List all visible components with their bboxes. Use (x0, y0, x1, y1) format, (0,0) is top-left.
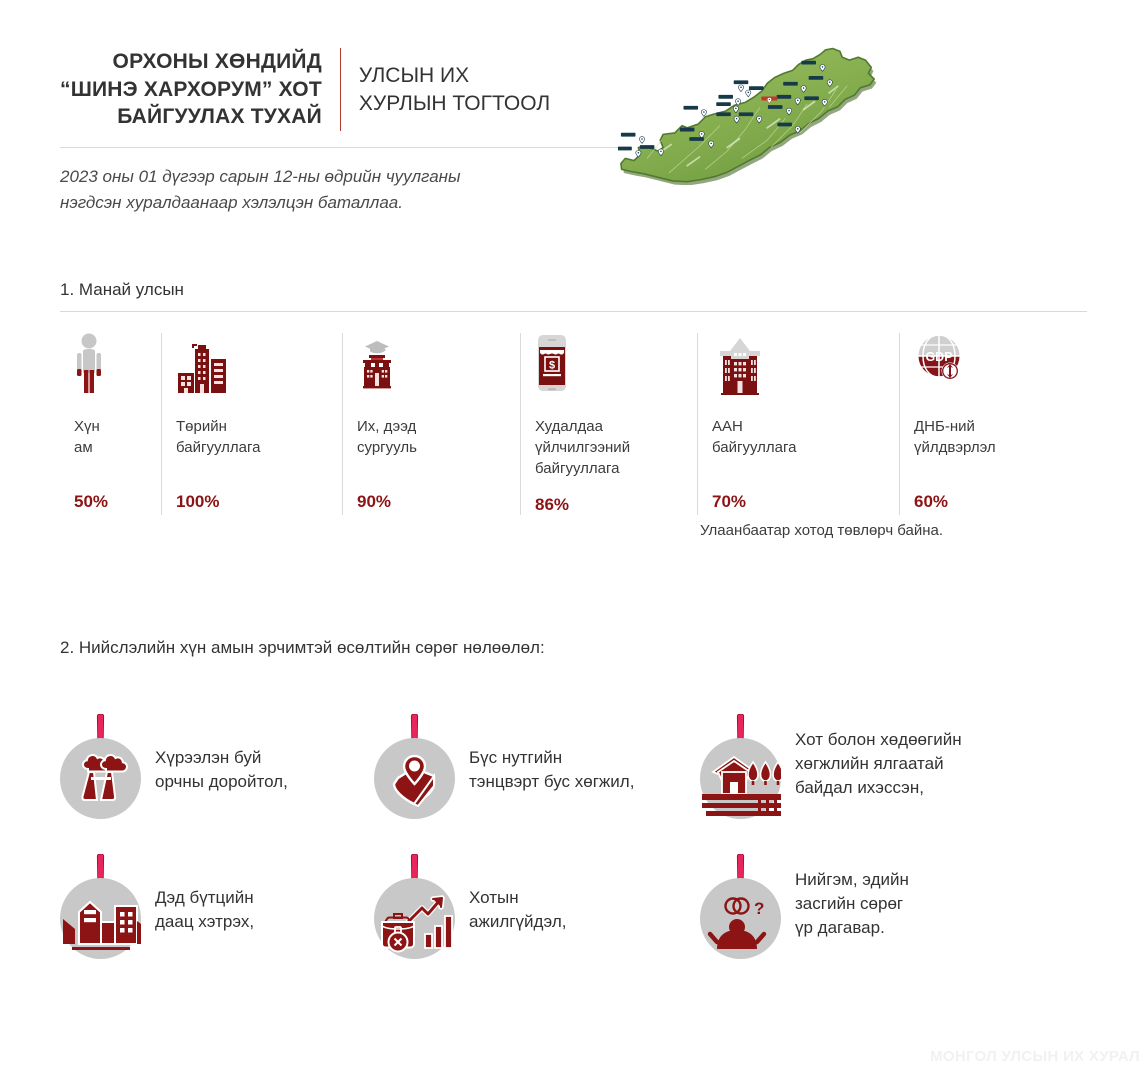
svg-text:$: $ (549, 360, 555, 372)
svg-text:?: ? (754, 899, 764, 918)
svg-text:GDP: GDP (925, 350, 952, 364)
